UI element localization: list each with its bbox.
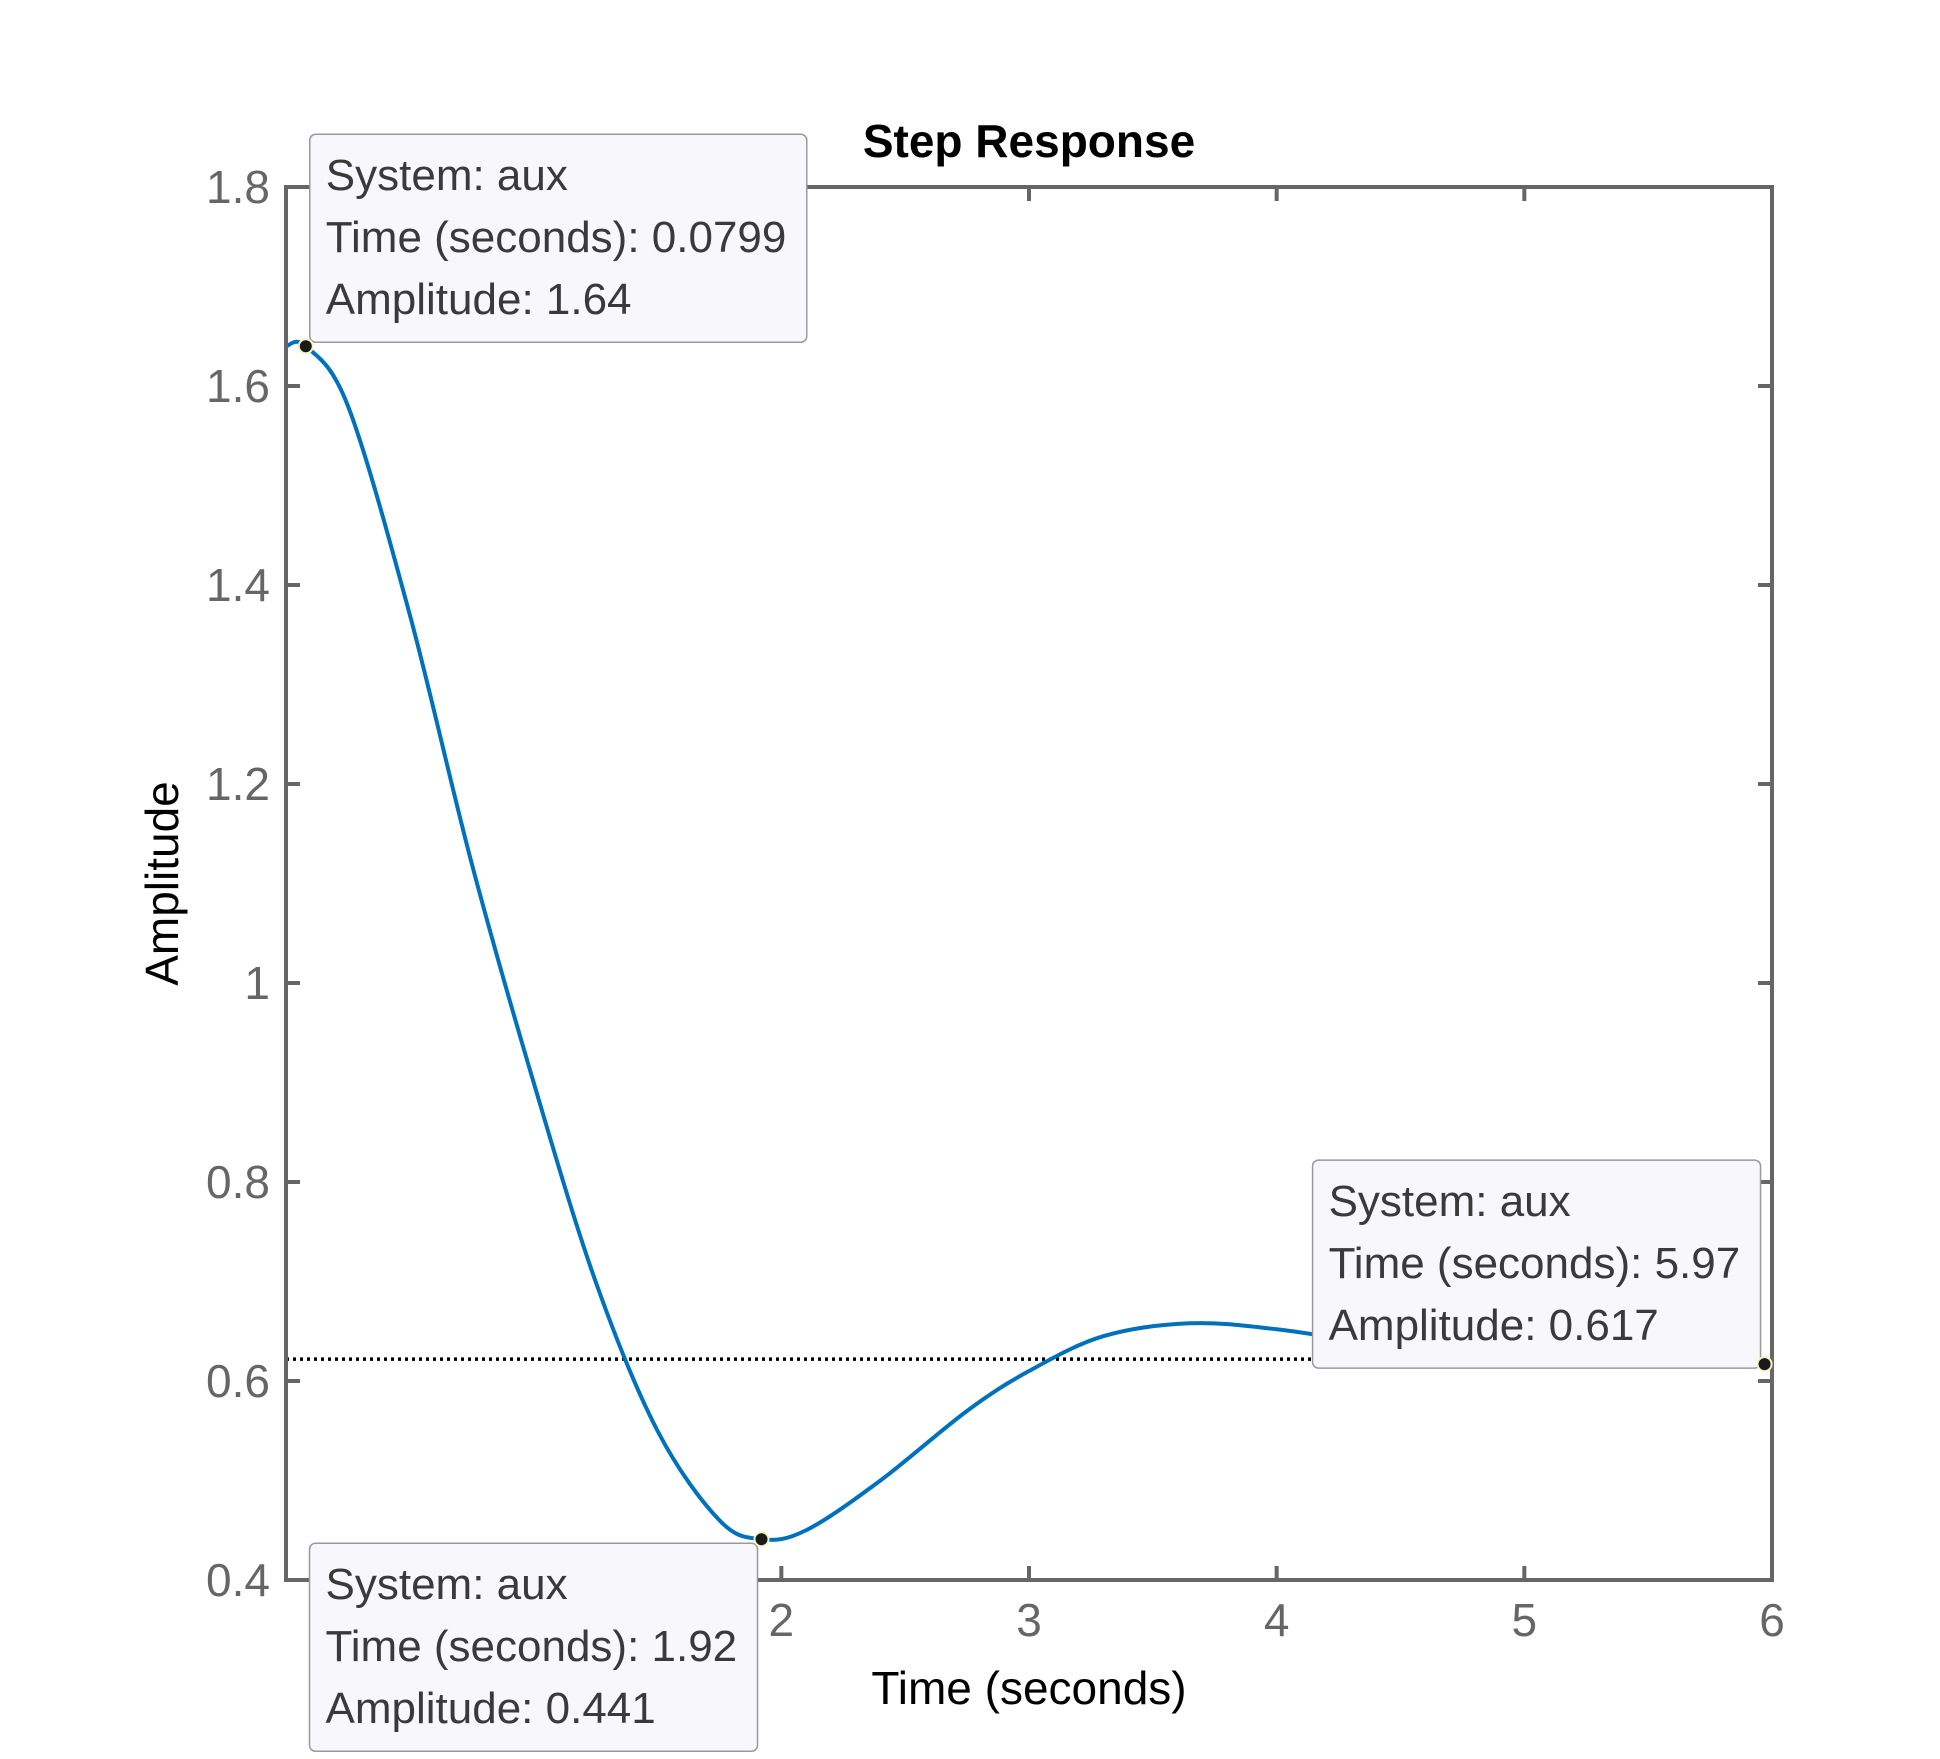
datatip-line: System: aux [326,1560,568,1609]
x-tick-label: 6 [1759,1594,1785,1646]
datatip-box [309,133,808,343]
datatip-marker[interactable] [297,338,314,355]
y-tick-label: 1.2 [206,758,270,810]
y-tick-label: 1 [244,957,270,1009]
y-tick-label: 1.6 [206,360,270,412]
y-tick-label: 1.8 [206,161,270,213]
x-tick-label: 3 [1016,1594,1042,1646]
x-tick-label: 4 [1264,1594,1290,1646]
datatip[interactable]: System: aux Time (seconds): 1.92 Amplitude… [308,1542,759,1752]
datatip-line: Time (seconds): 0.0799 [326,213,787,262]
datatip-line: System: aux [326,151,568,200]
y-axis-label: Amplitude [136,781,188,986]
y-tick-label: 1.4 [206,559,270,611]
ticks-layer: 2 3 4 5 6 0.4 0.6 0.8 1 1.2 1.4 1.6 1.8 [206,161,1785,1646]
x-axis-label: Time (seconds) [871,1662,1186,1714]
y-tick-label: 0.6 [206,1355,270,1407]
datatip-box [308,1542,759,1752]
datatips-layer: System: aux Time (seconds): 0.0799 Amplitu… [297,133,1773,1752]
x-tick-label: 2 [769,1594,795,1646]
datatip-box [1311,1159,1762,1369]
x-tick-label: 5 [1512,1594,1538,1646]
datatip-line: Time (seconds): 1.92 [326,1622,738,1671]
datatip-line: Time (seconds): 5.97 [1329,1239,1741,1288]
datatip-line: Amplitude: 1.64 [326,275,632,324]
datatip[interactable]: System: aux Time (seconds): 5.97 Amplitude… [1311,1159,1762,1369]
datatip-marker[interactable] [1756,1356,1773,1373]
y-tick-label: 0.8 [206,1156,270,1208]
datatip-line: System: aux [1329,1177,1571,1226]
datatip-marker[interactable] [753,1531,770,1548]
chart-title: Step Response [863,115,1195,167]
datatip[interactable]: System: aux Time (seconds): 0.0799 Amplitu… [309,133,808,343]
y-tick-label: 0.4 [206,1554,270,1606]
datatip-line: Amplitude: 0.441 [326,1684,656,1733]
datatip-line: Amplitude: 0.617 [1329,1301,1659,1350]
